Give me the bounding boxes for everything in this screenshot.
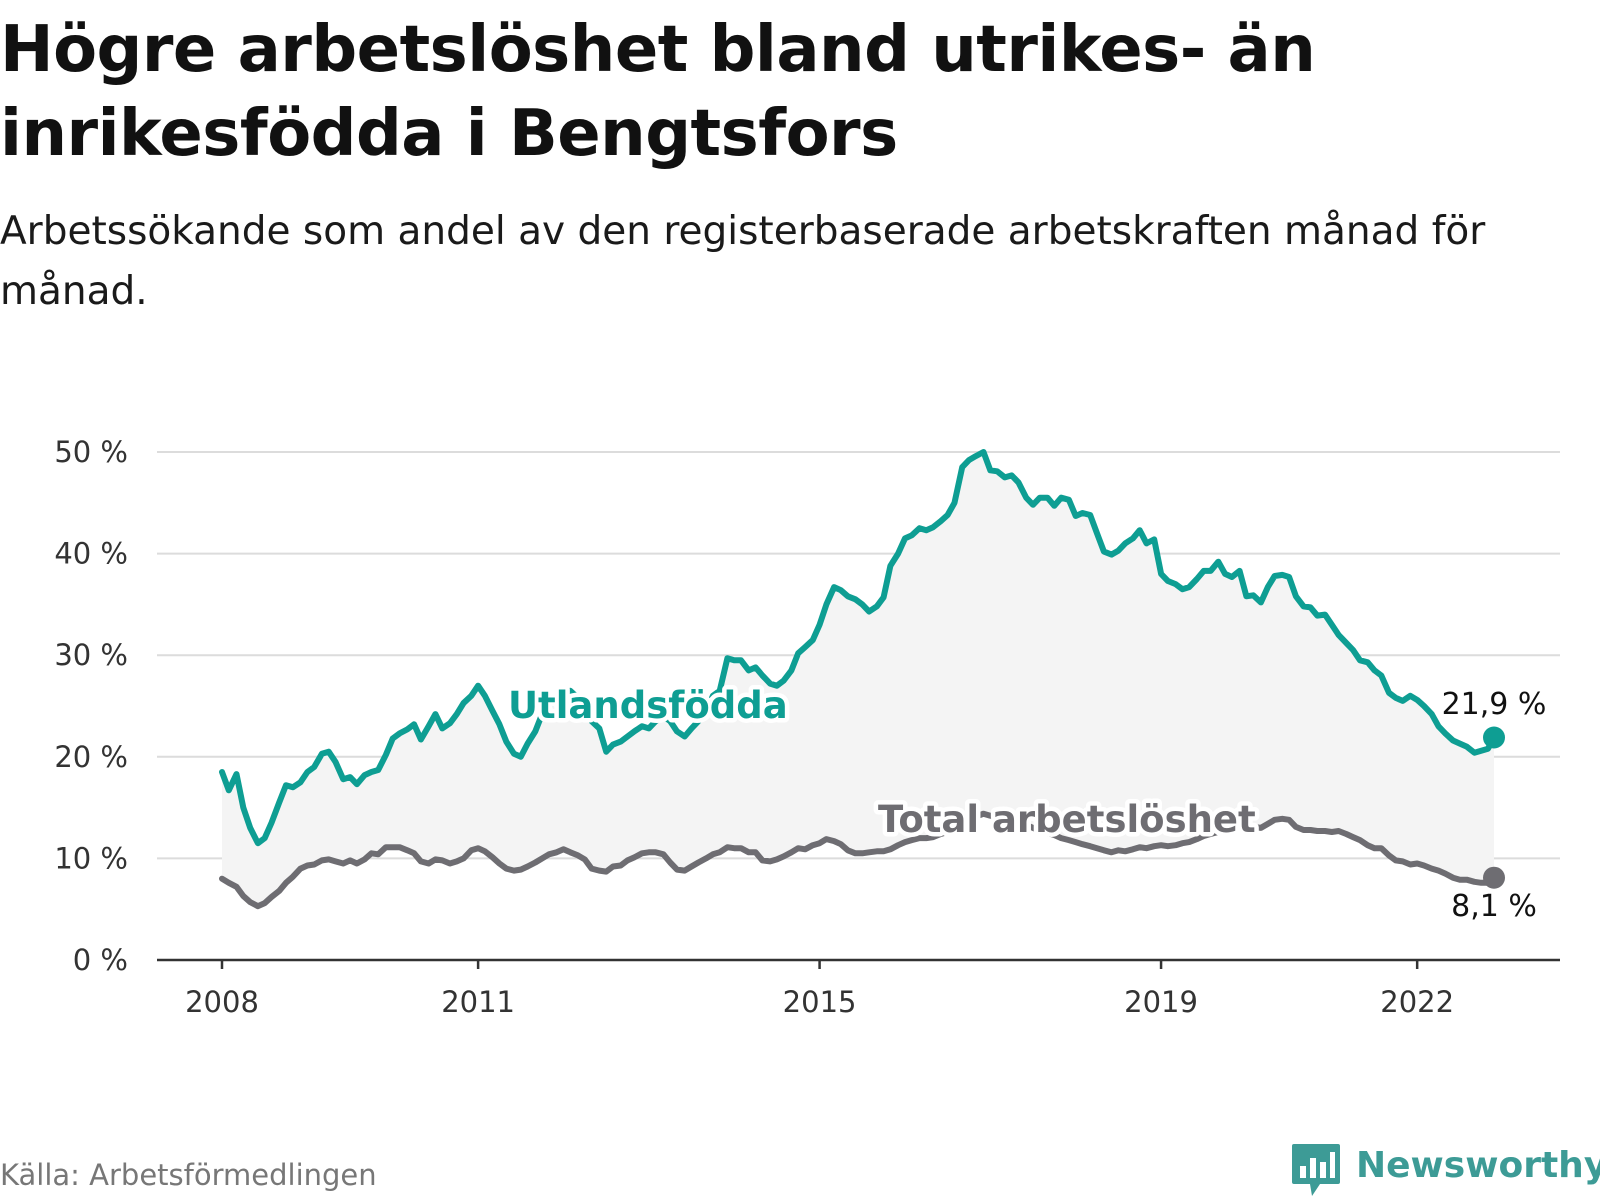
y-tick-label: 30 % — [54, 638, 128, 672]
x-tick-label: 2015 — [783, 985, 857, 1019]
axes: 0 % 10 % 20 % 30 % 40 % 50 % 2008 2011 2015 2019 2… — [54, 435, 1560, 1019]
end-point-utlandsfodda — [1483, 726, 1505, 749]
series-line-total — [219, 810, 1497, 910]
brand-name: Newsworthy — [1356, 1145, 1600, 1186]
end-point-total — [1483, 866, 1505, 889]
series-label-total: Total arbetslöshet — [878, 798, 1256, 841]
y-tick-label: 0 % — [73, 943, 128, 977]
series-labels: Utlandsfödda Total arbetslöshet 21,9 % 8… — [504, 680, 1547, 925]
x-tick-label: 2019 — [1124, 985, 1198, 1019]
end-label-total: 8,1 % — [1451, 889, 1537, 924]
x-tick-label: 2008 — [185, 985, 259, 1019]
y-tick-label: 50 % — [54, 435, 128, 469]
chart-title: Högre arbetslöshet bland utrikes- än inr… — [0, 13, 1316, 171]
area-between-series — [222, 452, 1494, 907]
source-note: Källa: Arbetsförmedlingen — [0, 1158, 377, 1192]
brand-logo: Newsworthy — [1290, 1140, 1600, 1196]
line-chart: 0 % 10 % 20 % 30 % 40 % 50 % 2008 2011 2015 2019 2… — [54, 435, 1560, 1019]
chart-bubble-icon — [1292, 1144, 1340, 1196]
series-lines — [219, 449, 1505, 910]
chart-subtitle: Arbetssökande som andel av den registerb… — [0, 209, 1486, 314]
series-label-utlandsfodda: Utlandsfödda — [508, 684, 788, 727]
series-line-utlandsfodda — [219, 449, 1497, 847]
y-tick-label: 40 % — [54, 537, 128, 571]
band-between-series — [222, 452, 1494, 907]
end-label-utlandsfodda: 21,9 % — [1442, 687, 1547, 722]
x-tick-label: 2011 — [441, 985, 515, 1019]
y-tick-label: 20 % — [54, 740, 128, 774]
x-tick-label: 2022 — [1380, 985, 1454, 1019]
y-tick-label: 10 % — [54, 841, 128, 875]
